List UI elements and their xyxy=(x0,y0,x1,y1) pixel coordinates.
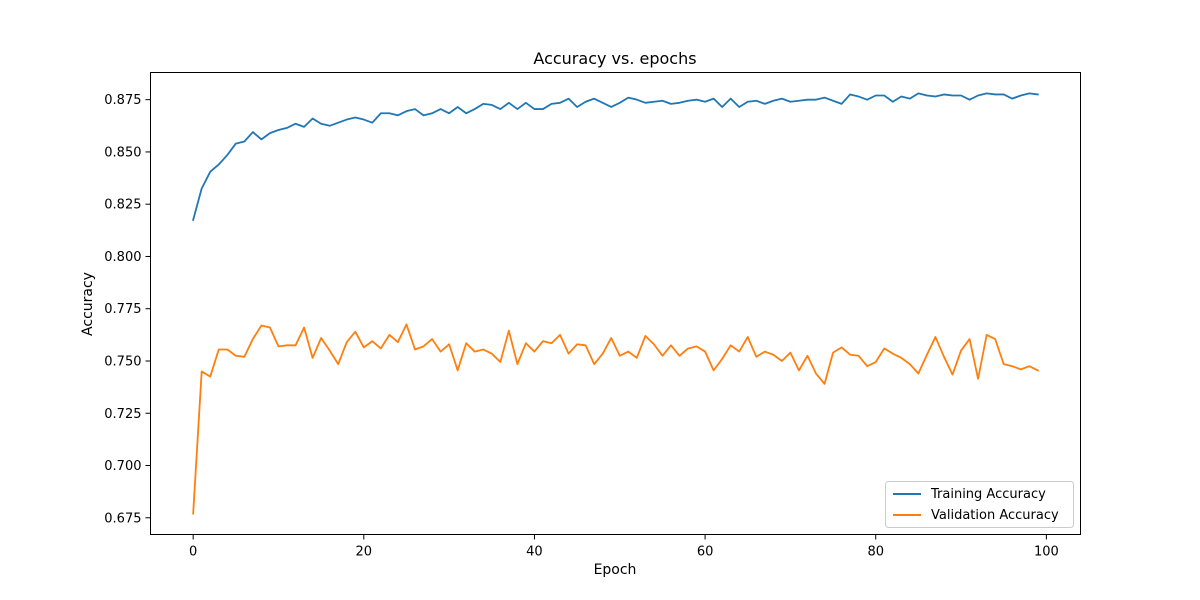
y-tick-label: 0.800 xyxy=(104,250,141,265)
y-tick-label: 0.675 xyxy=(104,511,141,526)
x-tick-label: 100 xyxy=(1034,545,1059,560)
axes-frame xyxy=(150,72,1081,535)
y-tick-label: 0.700 xyxy=(104,459,141,474)
x-axis-label: Epoch xyxy=(594,562,637,578)
x-axis: 0 20 40 60 80 100 xyxy=(189,534,1059,560)
y-tick-label: 0.825 xyxy=(104,198,141,213)
legend-label-validation: Validation Accuracy xyxy=(931,508,1059,523)
y-tick-label: 0.775 xyxy=(104,302,141,317)
y-axis-label: Accuracy xyxy=(80,272,96,336)
legend-label-training: Training Accuracy xyxy=(930,487,1046,502)
plot-area xyxy=(192,92,1040,515)
validation-accuracy-line xyxy=(192,323,1040,515)
training-accuracy-line xyxy=(192,92,1039,221)
x-tick-label: 0 xyxy=(189,545,197,560)
y-tick-label: 0.725 xyxy=(104,407,141,422)
y-tick-label: 0.750 xyxy=(104,354,141,369)
x-tick-label: 40 xyxy=(526,545,543,560)
x-tick-label: 60 xyxy=(697,545,714,560)
x-tick-label: 80 xyxy=(867,545,884,560)
chart-title: Accuracy vs. epochs xyxy=(533,49,696,68)
y-tick-label: 0.850 xyxy=(104,145,141,160)
y-axis: 0.675 0.700 0.725 0.750 0.775 0.800 0.825 0.850… xyxy=(104,93,151,526)
x-tick-label: 20 xyxy=(356,545,373,560)
legend-box xyxy=(885,481,1074,528)
legend: Training Accuracy Validation Accuracy xyxy=(885,481,1074,528)
y-tick-label: 0.875 xyxy=(104,93,141,108)
